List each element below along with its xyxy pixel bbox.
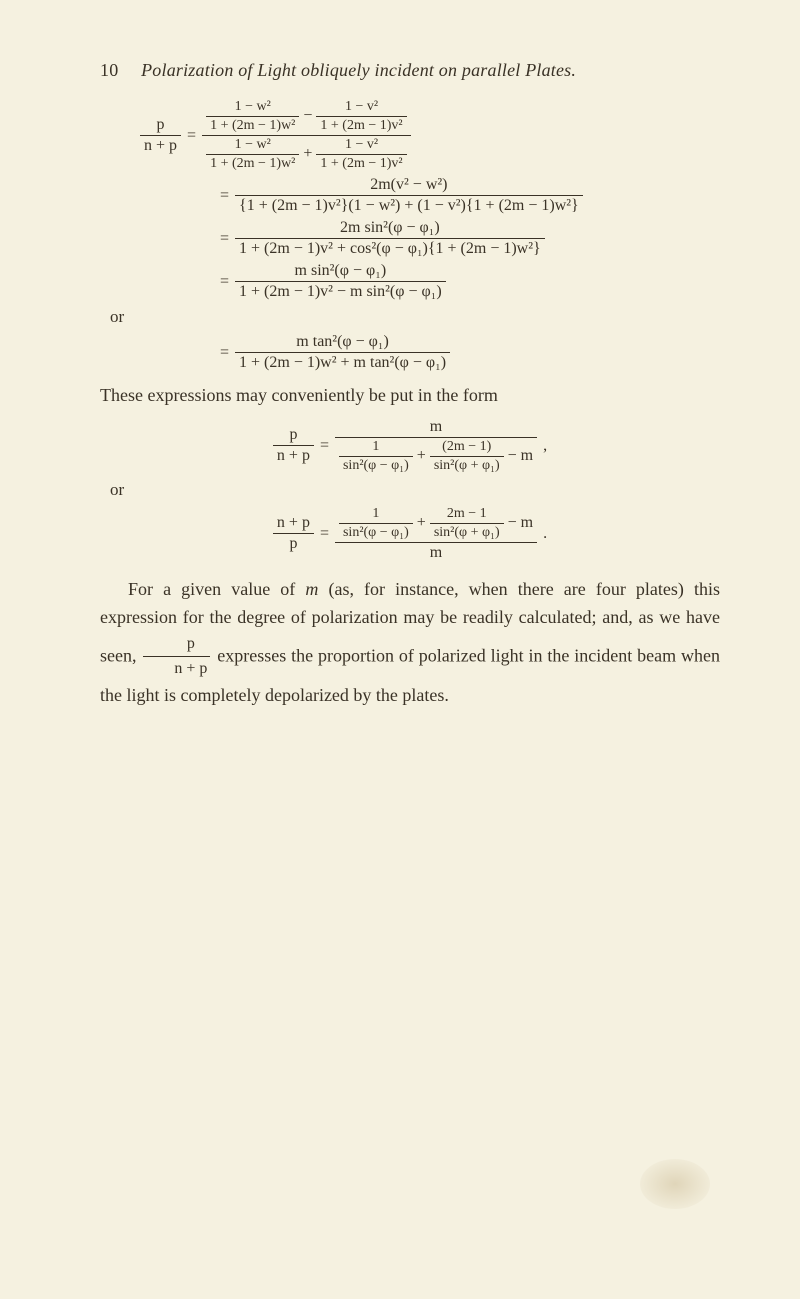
or-label-2: or: [110, 480, 720, 500]
equation-6: p n + p = m 1 sin²(φ − φ₁) + (2m − 1) si…: [100, 418, 720, 474]
equation-3: = 2m sin²(φ − φ₁) 1 + (2m − 1)v² + cos²(…: [220, 219, 720, 258]
running-head: 10 Polarization of Light obliquely incid…: [100, 60, 720, 81]
or-label-1: or: [110, 307, 720, 327]
lhs-frac: p n + p: [140, 116, 181, 155]
equation-5: = m tan²(φ − φ₁) 1 + (2m − 1)w² + m tan²…: [220, 333, 720, 372]
equation-1: p n + p = 1 − w² 1 + (2m − 1)w² − 1 − v²…: [140, 99, 720, 172]
equation-4: = m sin²(φ − φ₁) 1 + (2m − 1)v² − m sin²…: [220, 262, 720, 301]
equation-2: = 2m(v² − w²) {1 + (2m − 1)v²}(1 − w²) +…: [220, 176, 720, 215]
equation-7: n + p p = 1 sin²(φ − φ₁) + 2m − 1 sin²(φ…: [100, 506, 720, 562]
rhs-big-frac: 1 − w² 1 + (2m − 1)w² − 1 − v² 1 + (2m −…: [202, 99, 411, 172]
inline-fraction: p n + p: [143, 632, 210, 683]
page-number: 10: [100, 60, 118, 80]
page: 10 Polarization of Light obliquely incid…: [0, 0, 800, 1299]
running-title: Polarization of Light obliquely incident…: [141, 60, 576, 80]
closing-paragraph: For a given value of m (as, for instance…: [100, 576, 720, 710]
equals-sign: =: [187, 127, 196, 145]
transition-text: These expressions may conveniently be pu…: [100, 382, 720, 410]
paper-stain: [640, 1159, 710, 1209]
